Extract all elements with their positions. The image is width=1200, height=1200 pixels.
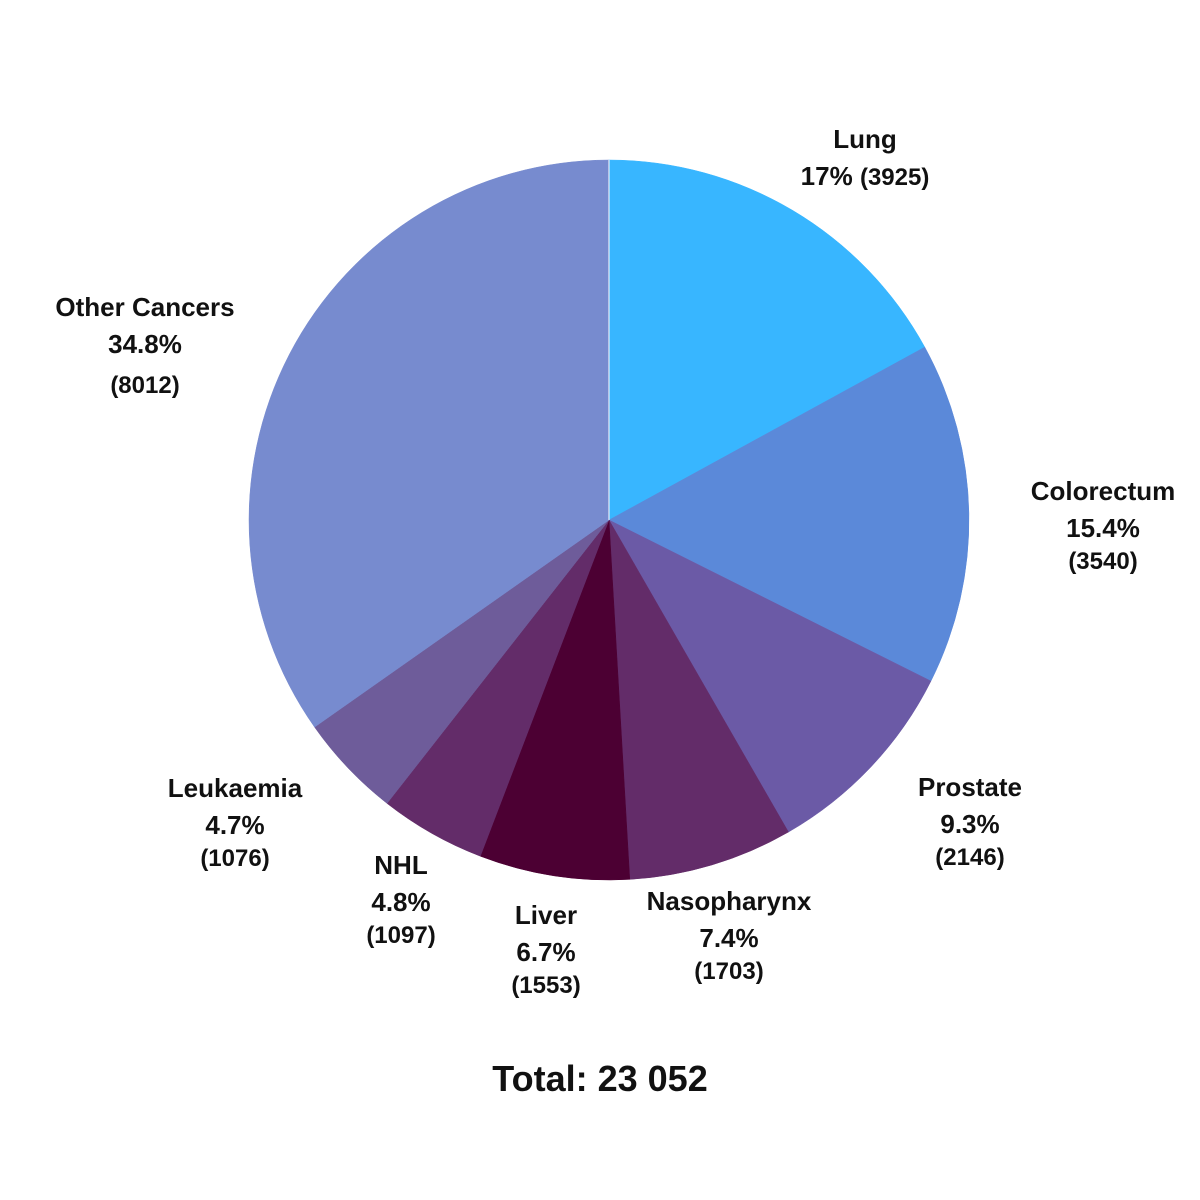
slice-percent: 15.4%	[1066, 513, 1140, 543]
pie-slice-other-cancers	[248, 159, 610, 728]
slice-count: (3540)	[1068, 548, 1138, 575]
pie-slice-prostate	[608, 519, 932, 833]
slice-percent: 4.7%	[205, 810, 265, 840]
slice-name: Prostate	[917, 772, 1023, 802]
slice-percent: 7.4%	[699, 923, 759, 953]
slice-name: Lung	[833, 124, 897, 154]
label-nhl: NHL 4.8% (1097)	[366, 850, 435, 950]
slice-percent: 34.8%	[108, 329, 182, 359]
pie-slice-nasopharynx	[608, 519, 789, 880]
label-lung: Lung 17% (3925)	[801, 124, 930, 192]
slice-percent: 6.7%	[516, 937, 576, 967]
slice-name: Leukaemia	[167, 773, 303, 803]
label-liver: Liver 6.7% (1553)	[511, 900, 580, 1000]
slice-name: Other Cancers	[55, 292, 235, 322]
slice-count: (1097)	[366, 922, 436, 949]
slice-count: (8012)	[110, 372, 180, 399]
slice-percent: 17%	[800, 161, 853, 191]
slice-count: (2146)	[935, 844, 1005, 871]
pie-slice-lung	[608, 159, 926, 521]
slice-count: (3925)	[859, 164, 930, 191]
label-other-cancers: Other Cancers 34.8% (8012)	[55, 292, 234, 400]
slice-count: (1076)	[200, 845, 270, 872]
label-prostate: Prostate 9.3% (2146)	[918, 772, 1022, 872]
chart-total: Total: 23 052	[492, 1058, 708, 1099]
slice-count: (1553)	[511, 972, 581, 999]
slice-name: Nasopharynx	[646, 886, 812, 916]
pie-slice-liver	[480, 519, 631, 881]
slice-name: NHL	[374, 850, 428, 880]
label-colorectum: Colorectum 15.4% (3540)	[1031, 476, 1175, 576]
slice-percent: 4.8%	[371, 887, 431, 917]
pie-slice-colorectum	[608, 346, 970, 682]
slice-percent: 9.3%	[940, 809, 1000, 839]
slice-name: Colorectum	[1030, 476, 1176, 506]
label-leukaemia: Leukaemia 4.7% (1076)	[168, 773, 302, 873]
slice-count: (1703)	[694, 958, 764, 985]
slice-name: Liver	[514, 900, 578, 930]
label-nasopharynx: Nasopharynx 7.4% (1703)	[647, 886, 812, 986]
